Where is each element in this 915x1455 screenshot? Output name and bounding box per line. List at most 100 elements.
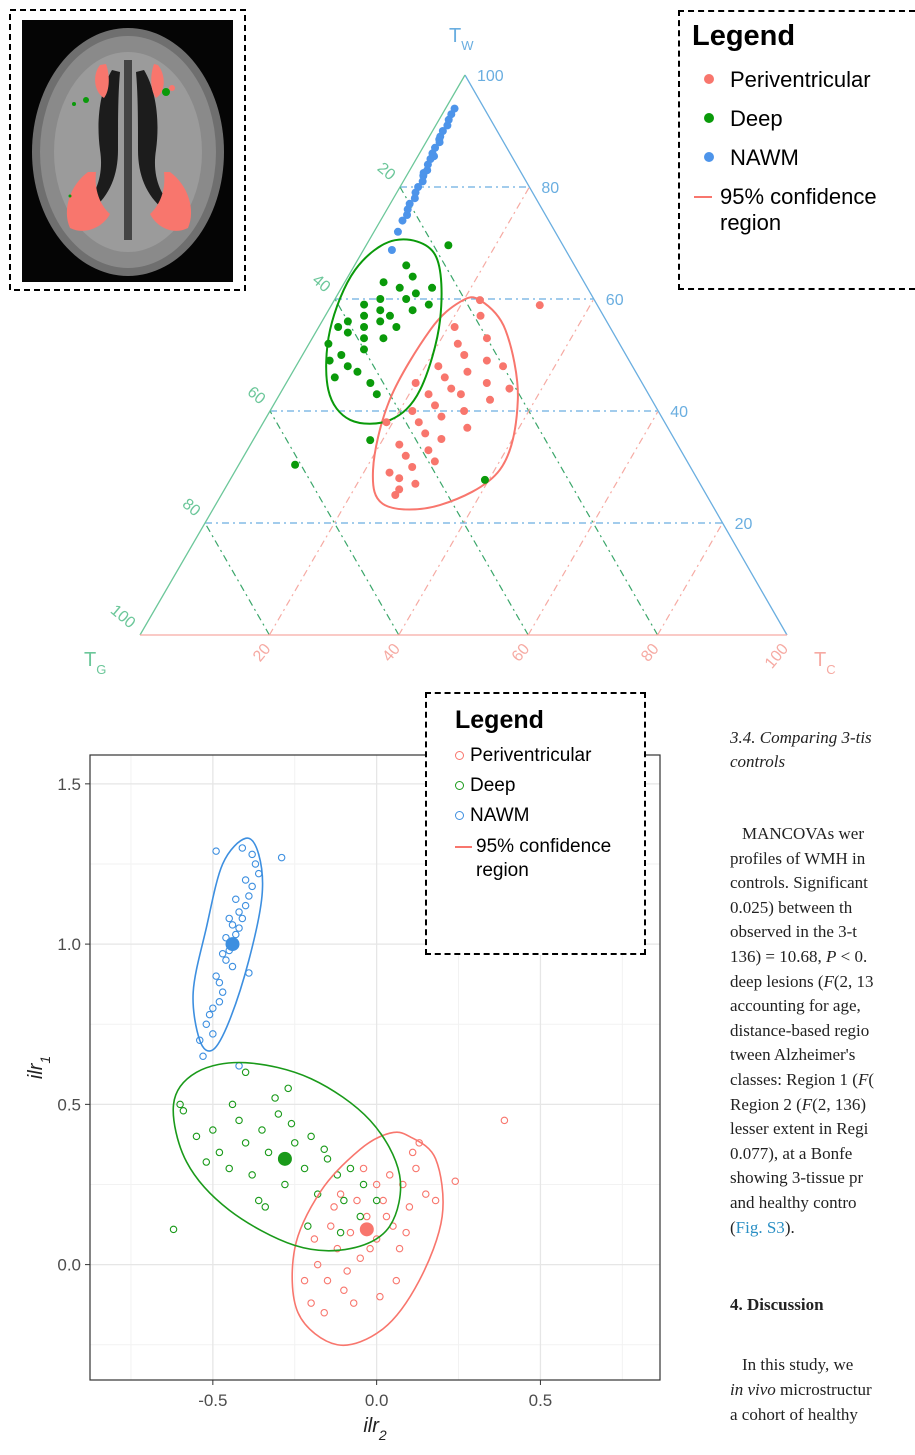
data-point (386, 312, 394, 320)
data-point (411, 480, 419, 488)
data-point (444, 241, 452, 249)
text-span: (2, 136) (812, 1095, 866, 1114)
text-span: controls. Significant (730, 873, 868, 892)
text-span: 0.025) between th (730, 898, 852, 917)
tick-label: 100 (762, 641, 792, 672)
legend-item: Periventricular (455, 745, 644, 767)
grid-line (205, 523, 269, 635)
text-span: lesser extent in Regi (730, 1119, 868, 1138)
legend-label: Periventricular (470, 745, 591, 767)
tick-label: 40 (309, 272, 334, 297)
tick-label: 60 (509, 641, 534, 666)
text-line: 136) = 10.68, P < 0. (730, 947, 867, 967)
legend-line (694, 196, 712, 198)
data-point (483, 379, 491, 387)
text-line: controls (730, 752, 785, 772)
text-span: P (826, 947, 836, 966)
data-point (437, 435, 445, 443)
data-point (463, 424, 471, 432)
y-tick-label: 0.5 (57, 1095, 81, 1114)
tick-label: 80 (179, 496, 204, 521)
legend-label: Deep (730, 106, 783, 132)
legend-item: Deep (455, 775, 644, 797)
text-line: lesser extent in Regi (730, 1119, 868, 1139)
legend-label: Periventricular (730, 67, 871, 93)
legend-item: Deep (692, 106, 915, 132)
legend-item: 95% confidence region (455, 835, 644, 883)
axis-title-sub: G (96, 662, 106, 677)
text-span: (2, 13 (834, 972, 874, 991)
data-point (424, 446, 432, 454)
data-point (382, 418, 390, 426)
tick-label: 40 (670, 404, 688, 421)
data-point (486, 396, 494, 404)
data-point (441, 373, 449, 381)
text-span: tween Alzheimer's (730, 1045, 855, 1064)
text-span: profiles of WMH in (730, 849, 865, 868)
data-point (536, 301, 544, 309)
text-line: deep lesions (F(2, 13 (730, 972, 874, 992)
text-span: observed in the 3-t (730, 922, 857, 941)
legend-title: Legend (692, 20, 915, 53)
legend-marker (455, 781, 464, 790)
data-point (451, 323, 459, 331)
text-line: in vivo microstructur (730, 1380, 872, 1400)
text-span: ). (785, 1218, 795, 1237)
y-tick-label: 0.0 (57, 1256, 81, 1275)
data-point (415, 418, 423, 426)
y-axis-title-sub: 1 (37, 1056, 53, 1064)
text-line: 4. Discussion (730, 1295, 824, 1315)
data-point (425, 301, 433, 309)
data-point (376, 295, 384, 303)
data-point (483, 334, 491, 342)
legend-item: NAWM (455, 805, 644, 827)
tick-label: 100 (107, 602, 138, 632)
data-point (412, 289, 420, 297)
data-point (391, 491, 399, 499)
data-point (477, 312, 485, 320)
data-point (394, 228, 402, 236)
text-span: 0.077), at a Bonfe (730, 1144, 852, 1163)
legend-label: 95% confidence region (476, 835, 626, 883)
data-point (360, 312, 368, 320)
data-point (402, 295, 410, 303)
confidence-region (326, 239, 441, 423)
page: 204060801002040608010020406080100TWTGTC … (0, 0, 915, 1455)
data-point (505, 385, 513, 393)
legend-item: NAWM (692, 145, 915, 171)
section-heading: 4. Discussion (730, 1295, 824, 1314)
data-point (373, 390, 381, 398)
text-line: 0.025) between th (730, 898, 852, 918)
section-title: 3.4. Comparing 3-tis (730, 728, 872, 747)
mean-point (226, 937, 240, 951)
axis-title-sub: W (461, 38, 474, 53)
tick-label: 20 (250, 641, 275, 666)
text-span: < 0. (836, 947, 867, 966)
data-point (499, 362, 507, 370)
axis-title-main: T (449, 25, 461, 47)
text-span: in vivo (730, 1380, 776, 1399)
text-span: F (858, 1070, 868, 1089)
data-point (457, 390, 465, 398)
text-line: (Fig. S3). (730, 1218, 795, 1238)
y-tick-label: 1.0 (57, 935, 81, 954)
data-point (388, 246, 396, 254)
text-line: 0.077), at a Bonfe (730, 1144, 852, 1164)
y-axis-title: ilr1 (25, 1056, 53, 1079)
data-point (392, 323, 400, 331)
legend-label: Deep (470, 775, 515, 797)
axis-title: TW (449, 25, 474, 53)
data-point (337, 351, 345, 359)
data-point (483, 357, 491, 365)
text-line: classes: Region 1 (F( (730, 1070, 874, 1090)
text-span: F (823, 972, 833, 991)
data-point (425, 390, 433, 398)
text-span: accounting for age, (730, 996, 861, 1015)
tick-label: 20 (374, 160, 399, 185)
data-point (366, 436, 374, 444)
text-span: Region 2 ( (730, 1095, 802, 1114)
text-span: Fig. S3 (736, 1218, 785, 1237)
section-title: controls (730, 752, 785, 771)
